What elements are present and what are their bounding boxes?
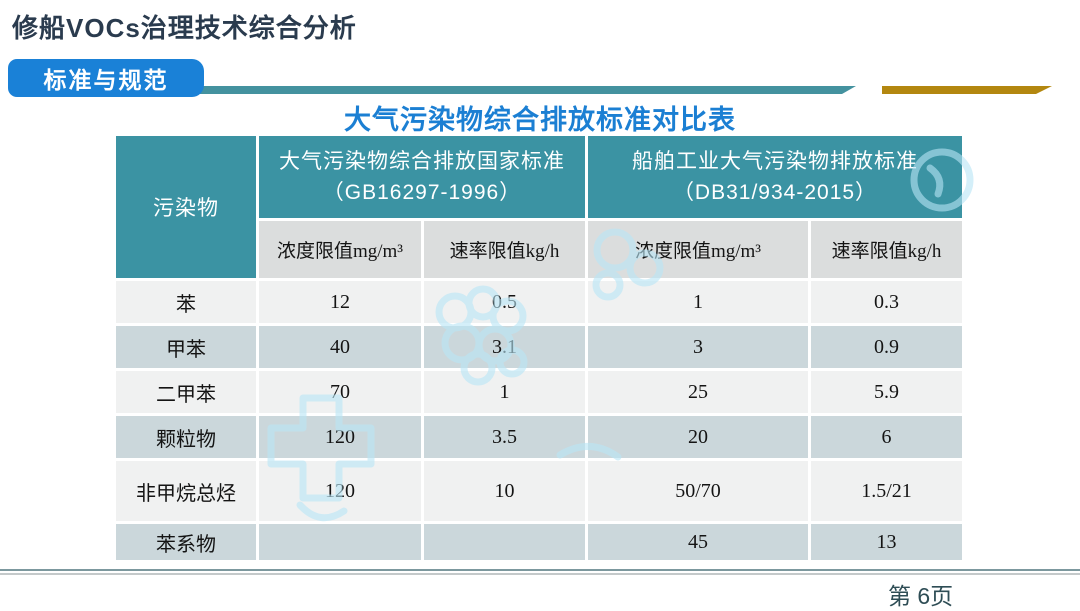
subheader-concentration-ship: 浓度限值mg/m³ <box>588 221 808 278</box>
gold-divider-line <box>882 86 1052 94</box>
table-row: 甲苯 40 3.1 3 0.9 <box>116 326 962 368</box>
group-header-ship-line2: （DB31/934-2015） <box>672 181 878 204</box>
value-cell: 0.3 <box>811 281 962 323</box>
value-cell: 6 <box>811 416 962 458</box>
value-cell: 120 <box>259 461 421 521</box>
pollutant-cell: 苯 <box>116 281 256 323</box>
table-row: 二甲苯 70 1 25 5.9 <box>116 371 962 413</box>
group-header-national-line1: 大气污染物综合排放国家标准 <box>279 149 565 173</box>
section-badge: 标准与规范 <box>8 59 204 97</box>
value-cell <box>424 524 585 560</box>
value-cell: 45 <box>588 524 808 560</box>
value-cell: 70 <box>259 371 421 413</box>
value-cell: 50/70 <box>588 461 808 521</box>
standards-comparison-table: 污染物 大气污染物综合排放国家标准 （GB16297-1996） 船舶工业大气污… <box>113 133 965 563</box>
value-cell: 3.5 <box>424 416 585 458</box>
group-header-ship-line1: 船舶工业大气污染物排放标准 <box>632 149 918 173</box>
pollutant-cell: 非甲烷总烃 <box>116 461 256 521</box>
value-cell <box>259 524 421 560</box>
subheader-rate-national: 速率限值kg/h <box>424 221 585 278</box>
value-cell: 5.9 <box>811 371 962 413</box>
value-cell: 10 <box>424 461 585 521</box>
pollutant-cell: 苯系物 <box>116 524 256 560</box>
value-cell: 25 <box>588 371 808 413</box>
table-row: 颗粒物 120 3.5 20 6 <box>116 416 962 458</box>
value-cell: 1 <box>424 371 585 413</box>
value-cell: 12 <box>259 281 421 323</box>
footer-divider <box>0 569 1080 575</box>
pollutant-cell: 颗粒物 <box>116 416 256 458</box>
subheader-rate-ship: 速率限值kg/h <box>811 221 962 278</box>
group-header-national-line2: （GB16297-1996） <box>322 181 522 204</box>
table-row: 非甲烷总烃 120 10 50/70 1.5/21 <box>116 461 962 521</box>
group-header-ship-standard: 船舶工业大气污染物排放标准 （DB31/934-2015） <box>588 136 962 218</box>
value-cell: 20 <box>588 416 808 458</box>
value-cell: 40 <box>259 326 421 368</box>
value-cell: 13 <box>811 524 962 560</box>
pollutant-cell: 甲苯 <box>116 326 256 368</box>
value-cell: 1.5/21 <box>811 461 962 521</box>
table-body: 苯 12 0.5 1 0.3 甲苯 40 3.1 3 0.9 二甲苯 70 1 … <box>116 281 962 560</box>
col-header-pollutant: 污染物 <box>116 136 256 278</box>
value-cell: 3.1 <box>424 326 585 368</box>
slide-title: 修船VOCs治理技术综合分析 <box>12 13 357 43</box>
teal-divider-line <box>178 86 856 94</box>
page-number: 第 6页 <box>888 583 954 609</box>
value-cell: 1 <box>588 281 808 323</box>
pollutant-cell: 二甲苯 <box>116 371 256 413</box>
value-cell: 0.9 <box>811 326 962 368</box>
table-row: 苯系物 45 13 <box>116 524 962 560</box>
table-row: 苯 12 0.5 1 0.3 <box>116 281 962 323</box>
table-title: 大气污染物综合排放标准对比表 <box>344 105 736 135</box>
value-cell: 120 <box>259 416 421 458</box>
value-cell: 0.5 <box>424 281 585 323</box>
group-header-national-standard: 大气污染物综合排放国家标准 （GB16297-1996） <box>259 136 585 218</box>
subheader-concentration-national: 浓度限值mg/m³ <box>259 221 421 278</box>
value-cell: 3 <box>588 326 808 368</box>
